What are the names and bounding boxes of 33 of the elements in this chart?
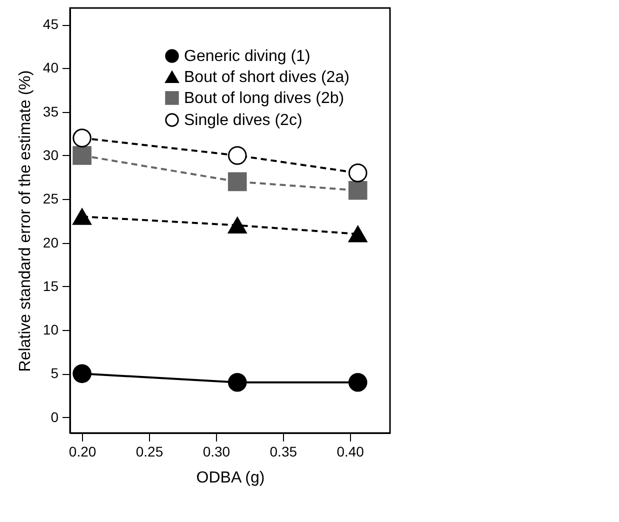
point [348, 226, 368, 242]
x-tick-label: 0.20 [68, 444, 96, 460]
y-tick-label: 30 [42, 146, 59, 163]
legend-label: Bout of short dives (2a) [184, 69, 350, 86]
x-tick-label: 0.30 [202, 444, 230, 460]
point [72, 364, 92, 384]
point [348, 180, 368, 200]
y-tick-label: 20 [42, 234, 59, 250]
y-tick-label: 35 [42, 103, 59, 120]
x-tick-label: 0.25 [136, 444, 164, 460]
y-tick-label: 45 [42, 16, 59, 32]
point [228, 172, 247, 192]
point [348, 372, 368, 392]
y-axis-title: Relative standard error of the estimate (%) [16, 70, 34, 372]
point [228, 372, 247, 392]
point [72, 146, 92, 165]
point [348, 164, 368, 182]
x-tick-label: 0.35 [270, 444, 298, 460]
legend-label: Single dives (2c) [184, 112, 302, 129]
y-tick-label: 0 [50, 408, 59, 425]
point [72, 208, 92, 225]
y-tick-label: 10 [42, 322, 59, 338]
point [228, 217, 247, 234]
x-axis-title: ODBA (g) [196, 470, 265, 486]
y-tick-label: 40 [42, 60, 59, 76]
point [72, 128, 92, 148]
legend-label: Generic diving (1) [184, 48, 310, 65]
legend-label: Bout of long dives (2b) [184, 90, 344, 107]
y-tick-label: 5 [50, 365, 59, 382]
y-tick-label: 25 [42, 190, 59, 207]
x-tick-label: 0.40 [336, 444, 364, 460]
point [228, 146, 247, 165]
y-tick-label: 15 [42, 278, 59, 294]
